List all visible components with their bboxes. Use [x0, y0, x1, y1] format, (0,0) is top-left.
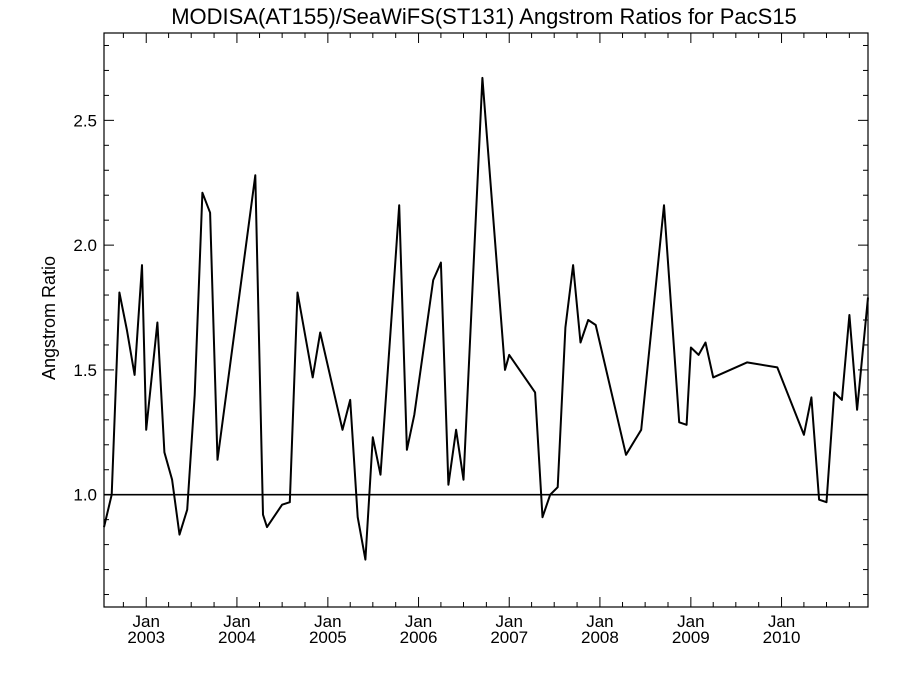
x-tick-year-label: 2007 [490, 628, 528, 647]
y-axis-label: Angstrom Ratio [39, 256, 59, 380]
x-tick-year-label: 2008 [581, 628, 619, 647]
x-tick-year-label: 2010 [763, 628, 801, 647]
y-tick-label: 1.0 [73, 486, 97, 505]
x-tick-month-label: Jan [496, 612, 523, 631]
tick-label-group: 1.01.52.02.5Jan2003Jan2004Jan2005Jan2006… [73, 111, 800, 647]
x-tick-month-label: Jan [677, 612, 704, 631]
x-tick-month-label: Jan [586, 612, 613, 631]
x-tick-year-label: 2009 [672, 628, 710, 647]
x-tick-year-label: 2003 [127, 628, 165, 647]
tick-group [104, 33, 868, 607]
x-tick-year-label: 2005 [309, 628, 347, 647]
x-tick-year-label: 2004 [218, 628, 256, 647]
x-tick-month-label: Jan [133, 612, 160, 631]
y-tick-label: 1.5 [73, 361, 97, 380]
series-group [103, 76, 869, 561]
angstrom-ratio-line [103, 76, 869, 561]
x-tick-month-label: Jan [223, 612, 250, 631]
x-tick-year-label: 2006 [400, 628, 438, 647]
y-tick-label: 2.5 [73, 111, 97, 130]
x-tick-month-label: Jan [314, 612, 341, 631]
x-tick-month-label: Jan [768, 612, 795, 631]
y-tick-label: 2.0 [73, 236, 97, 255]
x-tick-month-label: Jan [405, 612, 432, 631]
chart-title: MODISA(AT155)/SeaWiFS(ST131) Angstrom Ra… [171, 4, 797, 29]
